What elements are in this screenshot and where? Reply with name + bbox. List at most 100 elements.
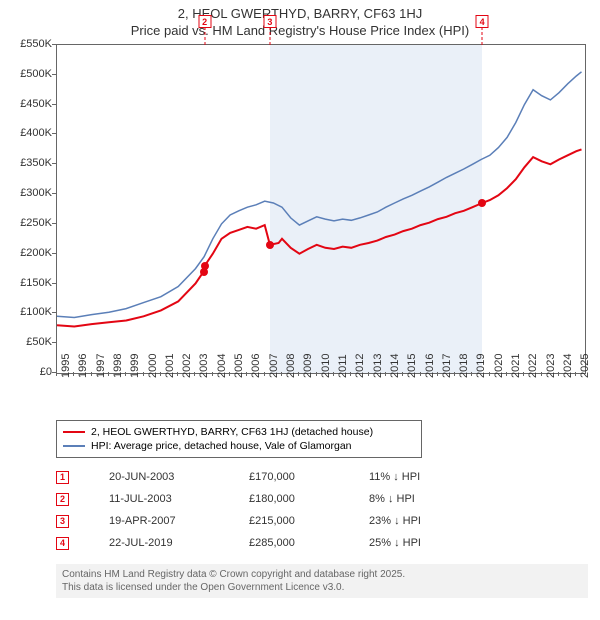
x-tick — [194, 372, 195, 376]
sale-date: 22-JUL-2019 — [109, 537, 209, 549]
series-price_paid — [57, 149, 582, 326]
sale-marker: 3 — [56, 515, 69, 528]
sales-table: 1 20-JUN-2003 £170,000 11% ↓ HPI 2 11-JUL-200… — [56, 466, 594, 554]
y-tick — [52, 312, 56, 313]
callout-line-3 — [269, 27, 270, 45]
x-tick — [385, 372, 386, 376]
page: 2, HEOL GWERTHYD, BARRY, CF63 1HJ Price … — [0, 0, 600, 620]
sale-marker: 1 — [56, 471, 69, 484]
x-tick — [125, 372, 126, 376]
sales-row: 3 19-APR-2007 £215,000 23% ↓ HPI — [56, 510, 594, 532]
x-tick — [558, 372, 559, 376]
y-tick-label: £550K — [6, 38, 52, 50]
x-tick-label: 2025 — [579, 354, 600, 378]
sale-date: 19-APR-2007 — [109, 515, 209, 527]
x-tick — [523, 372, 524, 376]
sales-row: 422-JUL-2019£285,00025% ↓ HPI — [56, 532, 594, 554]
x-tick — [229, 372, 230, 376]
callout-marker-2: 2 — [198, 15, 211, 28]
sales-row: 2 11-JUL-2003 £180,000 8% ↓ HPI — [56, 488, 594, 510]
y-tick-label: £50K — [6, 336, 52, 348]
y-tick-label: £0 — [6, 366, 52, 378]
legend-swatch — [63, 431, 85, 433]
y-tick — [52, 104, 56, 105]
chart-plot: 234 — [56, 44, 586, 374]
x-tick — [420, 372, 421, 376]
x-tick — [143, 372, 144, 376]
x-tick — [402, 372, 403, 376]
y-tick — [52, 342, 56, 343]
sale-point-3 — [266, 241, 274, 249]
y-tick — [52, 74, 56, 75]
x-tick — [212, 372, 213, 376]
y-tick-label: £250K — [6, 217, 52, 229]
y-tick — [52, 283, 56, 284]
chart-title: 2, HEOL GWERTHYD, BARRY, CF63 1HJ Price … — [6, 6, 594, 38]
sale-price: £170,000 — [249, 471, 329, 483]
title-line-1: 2, HEOL GWERTHYD, BARRY, CF63 1HJ — [6, 6, 594, 21]
footer-line-2: This data is licensed under the Open Gov… — [62, 581, 582, 594]
x-tick — [541, 372, 542, 376]
legend: 2, HEOL GWERTHYD, BARRY, CF63 1HJ (detac… — [56, 420, 422, 458]
y-tick — [52, 253, 56, 254]
x-tick — [368, 372, 369, 376]
x-tick — [350, 372, 351, 376]
x-tick — [73, 372, 74, 376]
y-tick — [52, 193, 56, 194]
x-tick — [506, 372, 507, 376]
x-tick — [264, 372, 265, 376]
sale-diff: 8% ↓ HPI — [369, 493, 459, 505]
title-line-2: Price paid vs. HM Land Registry's House … — [6, 23, 594, 38]
y-tick-label: £150K — [6, 277, 52, 289]
series-hpi — [57, 72, 582, 318]
y-tick — [52, 44, 56, 45]
sale-price: £215,000 — [249, 515, 329, 527]
sale-diff: 25% ↓ HPI — [369, 537, 459, 549]
y-tick-label: £400K — [6, 127, 52, 139]
callout-marker-3: 3 — [263, 15, 276, 28]
y-tick — [52, 133, 56, 134]
x-tick — [575, 372, 576, 376]
y-tick-label: £350K — [6, 157, 52, 169]
sale-diff: 11% ↓ HPI — [369, 471, 459, 483]
y-tick-label: £450K — [6, 98, 52, 110]
footer-line-1: Contains HM Land Registry data © Crown c… — [62, 568, 582, 581]
legend-label: HPI: Average price, detached house, Vale… — [91, 440, 352, 452]
y-tick-label: £500K — [6, 68, 52, 80]
x-tick — [91, 372, 92, 376]
x-tick — [454, 372, 455, 376]
callout-marker-4: 4 — [476, 15, 489, 28]
y-tick-label: £200K — [6, 247, 52, 259]
legend-label: 2, HEOL GWERTHYD, BARRY, CF63 1HJ (detac… — [91, 426, 373, 438]
x-tick — [316, 372, 317, 376]
y-tick — [52, 163, 56, 164]
sale-date: 11-JUL-2003 — [109, 493, 209, 505]
sale-price: £180,000 — [249, 493, 329, 505]
chart-svg — [57, 45, 585, 373]
x-tick — [56, 372, 57, 376]
legend-item: 2, HEOL GWERTHYD, BARRY, CF63 1HJ (detac… — [63, 425, 415, 439]
x-tick — [298, 372, 299, 376]
x-tick — [489, 372, 490, 376]
y-tick — [52, 223, 56, 224]
legend-item: HPI: Average price, detached house, Vale… — [63, 439, 415, 453]
footer-attribution: Contains HM Land Registry data © Crown c… — [56, 564, 588, 598]
sale-point-2 — [201, 262, 209, 270]
callout-line-2 — [204, 27, 205, 45]
x-tick — [471, 372, 472, 376]
x-tick — [437, 372, 438, 376]
sale-diff: 23% ↓ HPI — [369, 515, 459, 527]
sale-marker: 4 — [56, 537, 69, 550]
sale-point-4 — [478, 199, 486, 207]
x-tick — [333, 372, 334, 376]
y-tick-label: £300K — [6, 187, 52, 199]
x-tick — [281, 372, 282, 376]
legend-swatch — [63, 445, 85, 447]
x-tick — [177, 372, 178, 376]
callout-line-4 — [482, 27, 483, 45]
y-tick-label: £100K — [6, 306, 52, 318]
sales-row: 1 20-JUN-2003 £170,000 11% ↓ HPI — [56, 466, 594, 488]
sale-marker: 2 — [56, 493, 69, 506]
sale-date: 20-JUN-2003 — [109, 471, 209, 483]
x-tick — [108, 372, 109, 376]
